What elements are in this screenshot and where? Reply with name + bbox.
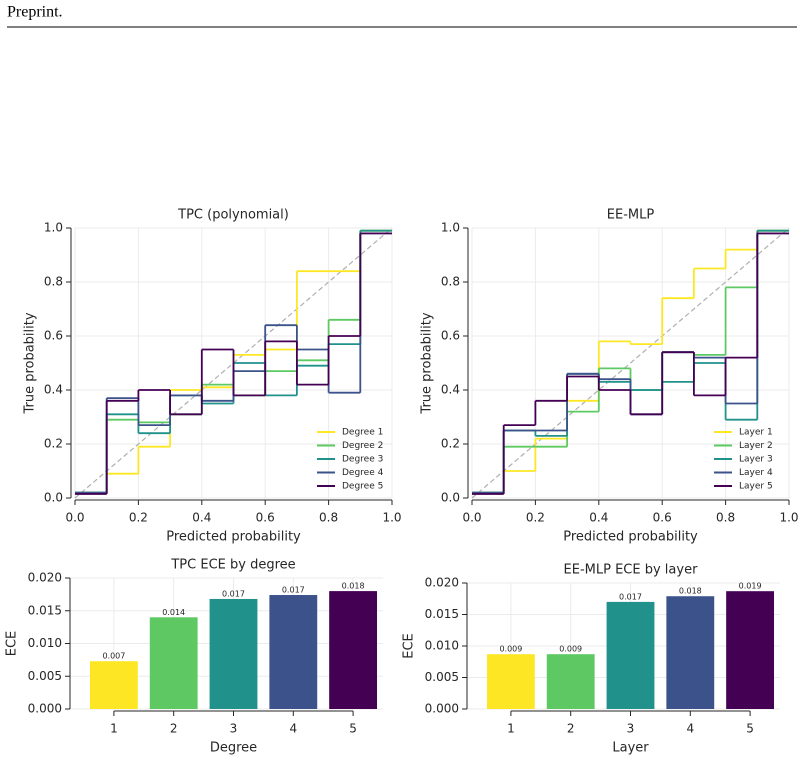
x-tick-label: 0.8 <box>716 511 735 525</box>
bar <box>666 596 715 709</box>
value-label: 0.014 <box>162 608 185 617</box>
x-tick-label: 0.4 <box>192 511 211 525</box>
x-axis-label: Predicted probability <box>166 530 301 545</box>
value-label: 0.018 <box>342 582 365 591</box>
value-label: 0.009 <box>559 645 582 654</box>
x-tick-label: 2 <box>567 722 575 736</box>
bar <box>149 617 198 709</box>
legend-label: Layer 1 <box>739 428 773 438</box>
x-tick-label: 5 <box>349 722 357 736</box>
x-axis-label: Layer <box>612 741 649 756</box>
x-tick-label: 1 <box>507 722 515 736</box>
y-tick-label: 0.015 <box>28 603 62 617</box>
y-tick-label: 0.000 <box>28 702 62 716</box>
value-label: 0.019 <box>739 582 762 591</box>
header: Preprint. <box>7 4 63 21</box>
x-tick-label: 4 <box>289 722 297 736</box>
x-tick-label: 1.0 <box>779 511 798 525</box>
y-tick-label: 0.005 <box>28 669 62 683</box>
x-tick-label: 1 <box>110 722 118 736</box>
x-tick-label: 5 <box>746 722 754 736</box>
y-tick-label: 0.4 <box>441 383 460 397</box>
chart-title: EE-MLP ECE by layer <box>564 563 699 578</box>
x-tick-label: 4 <box>686 722 694 736</box>
x-tick-label: 2 <box>170 722 178 736</box>
x-tick-label: 0.2 <box>129 511 148 525</box>
chart-title: EE-MLP <box>607 208 655 223</box>
y-tick-label: 0.005 <box>425 670 459 684</box>
y-tick-label: 0.6 <box>441 329 460 343</box>
legend-label: Degree 2 <box>342 441 383 451</box>
value-label: 0.017 <box>282 586 305 595</box>
y-axis-label: True probability <box>420 312 435 414</box>
chart-title: TPC (polynomial) <box>177 208 289 223</box>
legend-label: Degree 3 <box>342 455 383 465</box>
y-axis-label: ECE <box>5 631 20 657</box>
value-label: 0.018 <box>679 587 702 596</box>
x-tick-label: 0.4 <box>589 511 608 525</box>
y-tick-label: 0.0 <box>44 491 63 505</box>
legend-label: Degree 1 <box>342 428 383 438</box>
bar <box>209 598 258 709</box>
bar <box>606 601 655 709</box>
x-tick-label: 0.0 <box>462 511 481 525</box>
value-label: 0.007 <box>102 652 125 661</box>
y-tick-label: 1.0 <box>44 221 63 235</box>
x-tick-label: 0.0 <box>65 511 84 525</box>
x-tick-label: 3 <box>627 722 635 736</box>
bar <box>486 654 535 709</box>
bar <box>269 595 318 709</box>
x-tick-label: 0.8 <box>319 511 338 525</box>
legend-label: Layer 2 <box>739 441 773 451</box>
y-axis-label: ECE <box>402 633 417 659</box>
value-label: 0.009 <box>499 645 522 654</box>
y-tick-label: 1.0 <box>441 221 460 235</box>
y-tick-label: 0.020 <box>28 571 62 585</box>
bar <box>546 654 595 709</box>
y-tick-label: 0.010 <box>425 639 459 653</box>
y-tick-label: 0.2 <box>44 437 63 451</box>
x-tick-label: 0.2 <box>526 511 545 525</box>
reference-diagonal <box>471 227 790 499</box>
y-axis-label: True probability <box>23 312 38 414</box>
x-tick-label: 0.6 <box>653 511 672 525</box>
y-tick-label: 0.6 <box>44 329 63 343</box>
y-tick-label: 0.8 <box>44 275 63 289</box>
bar <box>89 661 138 709</box>
y-tick-label: 0.015 <box>425 607 459 621</box>
chart-title: TPC ECE by degree <box>170 558 295 573</box>
legend-label: Layer 3 <box>739 455 773 465</box>
y-tick-label: 0.8 <box>441 275 460 289</box>
x-tick-label: 3 <box>230 722 238 736</box>
y-tick-label: 0.020 <box>425 576 459 590</box>
bar <box>726 591 775 709</box>
legend-label: Degree 5 <box>342 482 383 492</box>
x-axis-label: Predicted probability <box>563 530 698 545</box>
y-tick-label: 0.000 <box>425 702 459 716</box>
x-tick-label: 0.6 <box>256 511 275 525</box>
x-tick-label: 1.0 <box>382 511 401 525</box>
value-label: 0.017 <box>222 589 245 598</box>
legend-label: Degree 4 <box>342 468 384 478</box>
legend-label: Layer 4 <box>739 468 773 478</box>
y-tick-label: 0.2 <box>441 437 460 451</box>
value-label: 0.017 <box>619 592 642 601</box>
x-axis-label: Degree <box>210 741 257 756</box>
bar <box>329 591 378 709</box>
y-tick-label: 0.4 <box>44 383 63 397</box>
y-tick-label: 0.0 <box>441 491 460 505</box>
y-tick-label: 0.010 <box>28 636 62 650</box>
legend-label: Layer 5 <box>739 482 773 492</box>
